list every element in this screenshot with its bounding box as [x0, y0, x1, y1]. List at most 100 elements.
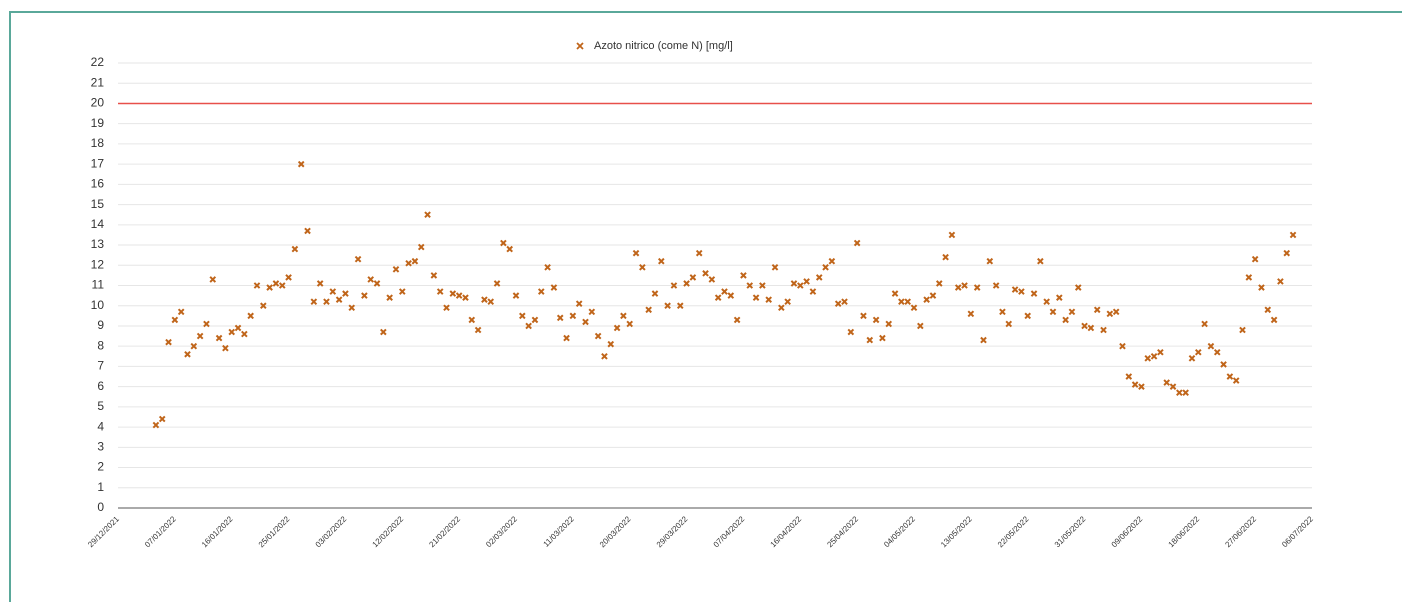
point-stroke [424, 211, 431, 219]
point-stroke [1169, 383, 1177, 390]
point-stroke [891, 290, 899, 297]
point [241, 330, 248, 338]
point-stroke [247, 312, 254, 320]
point [209, 276, 217, 283]
point-stroke [531, 316, 539, 324]
point-stroke [683, 280, 690, 287]
legend-stroke [576, 42, 584, 50]
point-stroke [556, 314, 564, 322]
point-stroke [512, 292, 520, 299]
point-stroke [752, 294, 760, 301]
point-stroke [860, 312, 867, 320]
point [196, 332, 204, 340]
y-tick-label: 1 [97, 480, 104, 494]
point [1024, 312, 1032, 320]
point [935, 280, 943, 287]
point-stroke [841, 298, 848, 305]
point-stroke [152, 421, 160, 429]
point-stroke [778, 304, 785, 312]
point-stroke [1163, 379, 1171, 386]
point-stroke [443, 304, 450, 312]
point [152, 421, 160, 429]
point-stroke [759, 282, 766, 289]
point [1005, 320, 1013, 328]
point-stroke [1226, 373, 1234, 380]
point-stroke [367, 276, 375, 283]
point-stroke [278, 282, 286, 289]
point-stroke [405, 259, 412, 267]
point-stroke [620, 312, 627, 320]
point-stroke [929, 292, 937, 299]
point [620, 312, 627, 320]
point [354, 255, 362, 263]
point-stroke [582, 318, 589, 326]
y-tick-label: 4 [97, 419, 104, 433]
point-stroke [1213, 348, 1221, 356]
point-stroke [815, 274, 823, 281]
y-tick-label: 16 [91, 177, 105, 191]
point [556, 314, 564, 322]
point [171, 316, 179, 324]
point-stroke [1194, 348, 1202, 356]
point [607, 340, 615, 348]
point [291, 245, 299, 253]
point-stroke [828, 257, 836, 265]
point [1201, 320, 1208, 328]
point-stroke [386, 294, 393, 301]
point-stroke [1043, 298, 1050, 305]
point [1055, 294, 1063, 301]
point-stroke [500, 239, 507, 247]
point-stroke [272, 280, 280, 287]
point [594, 332, 602, 340]
point [519, 312, 526, 320]
point-stroke [935, 280, 943, 287]
point-stroke [607, 340, 615, 348]
point-stroke [664, 302, 671, 310]
y-tick-label: 19 [91, 116, 105, 130]
point [898, 298, 905, 305]
point-stroke [392, 266, 400, 273]
point-stroke [1011, 286, 1019, 293]
point-stroke [348, 304, 356, 312]
point-stroke [203, 320, 210, 328]
point [1232, 377, 1240, 384]
point-stroke [1188, 355, 1196, 362]
point-stroke [455, 292, 463, 299]
point-stroke [1106, 310, 1114, 318]
point-stroke [184, 350, 191, 358]
point [954, 284, 962, 291]
point-stroke [733, 316, 741, 324]
point-stroke [702, 270, 709, 277]
point [891, 290, 899, 297]
point [1157, 348, 1164, 356]
point-stroke [481, 296, 488, 303]
point [588, 308, 596, 316]
point [184, 350, 191, 358]
point-stroke [784, 298, 791, 305]
point-stroke [380, 328, 387, 336]
point-stroke [436, 288, 444, 295]
point-stroke [1277, 278, 1284, 285]
point-stroke [1270, 316, 1278, 324]
point-stroke [266, 284, 273, 291]
point [474, 326, 482, 334]
point-stroke [310, 298, 318, 305]
point-stroke [923, 296, 930, 303]
point [872, 316, 880, 324]
point-stroke [468, 316, 476, 324]
point-stroke [708, 276, 716, 283]
point-stroke [525, 322, 532, 330]
point [1194, 348, 1202, 356]
point [1289, 231, 1297, 239]
point [1150, 352, 1158, 360]
point [373, 280, 381, 287]
point-stroke [803, 278, 810, 285]
point [392, 266, 400, 273]
point [398, 288, 406, 295]
point [1030, 290, 1038, 297]
point [582, 318, 589, 326]
point [853, 239, 861, 247]
point-stroke [417, 243, 425, 251]
point-stroke [986, 257, 994, 265]
